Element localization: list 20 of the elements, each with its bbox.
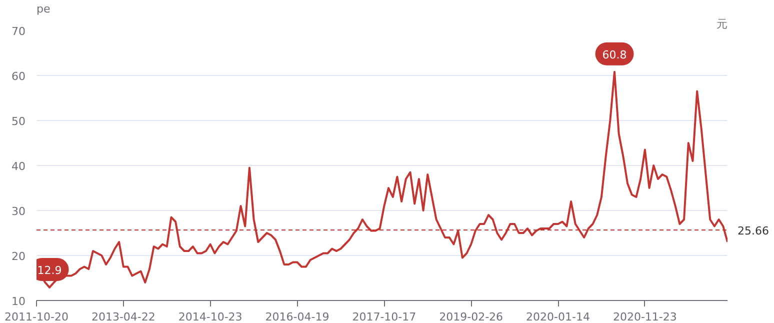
x-tick-label: 2019-02-26 [439,310,504,323]
x-tick-label: 2020-01-14 [526,310,590,323]
x-tick-label: 2016-04-19 [265,310,330,323]
y-tick-label: 60 [12,70,26,83]
ref-line-label: 25.66 [738,224,769,238]
y-tick-label: 20 [12,250,26,263]
y-tick-label: 50 [12,115,26,128]
y-tick-label: 10 [12,295,26,308]
x-tick-label: 2014-10-23 [178,310,242,323]
x-tick-label: 2020-11-23 [612,310,677,323]
y-axis-title: pe [36,2,50,16]
annotation: 60.8 [602,48,627,62]
annotation: 12.9 [37,264,62,277]
x-tick-label: 2013-04-22 [91,310,156,323]
y2-axis-title: 元 [716,18,728,30]
y-tick-label: 30 [12,205,26,218]
y-tick-label: 40 [12,160,26,173]
y-tick-label: 70 [12,25,26,38]
x-tick-label: 2017-10-17 [352,310,416,323]
x-tick-label: 2011-10-20 [4,310,68,323]
